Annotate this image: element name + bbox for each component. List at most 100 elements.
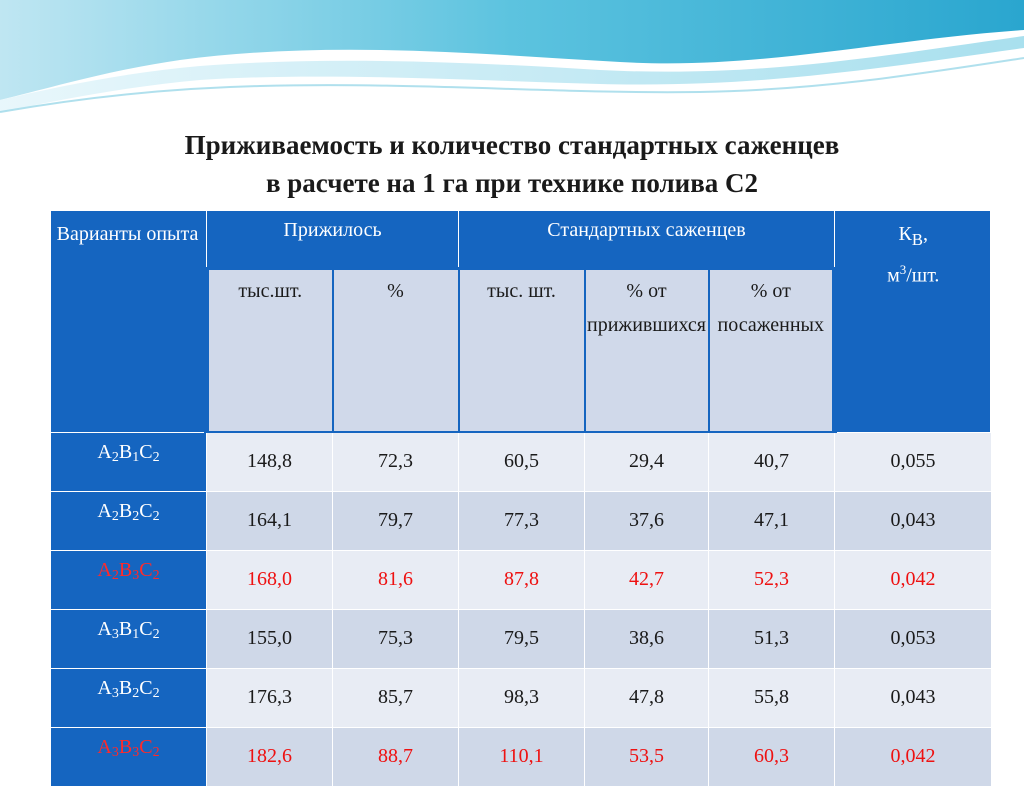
table-row: А3В2С2 176,3 85,7 98,3 47,8 55,8 0,043 <box>50 667 993 728</box>
table-cell: 168,0 <box>206 549 333 610</box>
subheader-standard-pct-survived: % от прижившихся <box>583 267 710 433</box>
slide-title-line1: Приживаемость и количество стандартных с… <box>184 130 840 160</box>
subheader-standard-pct-planted: % от посаженных <box>707 267 838 433</box>
table-header-row: Варианты опыта Прижилось Стандартных саж… <box>50 210 994 433</box>
table-cell: 42,7 <box>584 549 709 610</box>
table-row: А2В3С2 168,0 81,6 87,8 42,7 52,3 0,042 <box>50 549 993 610</box>
subheader-standard-thousand: тыс. шт. <box>457 267 586 433</box>
table-cell: 0,042 <box>834 726 993 787</box>
header-kv-label: К <box>898 223 912 245</box>
variant-index: 2 <box>132 685 140 701</box>
row-variant-label: А3В3С2 <box>50 726 207 787</box>
row-variant-label: А3В2С2 <box>50 667 207 728</box>
variant-letter: В <box>118 676 133 699</box>
decorative-wave-banner <box>0 0 1024 113</box>
table-cell: 37,6 <box>584 490 709 551</box>
variant-index: 2 <box>152 685 160 701</box>
variant-letter: В <box>118 735 133 758</box>
subheader-survived-thousand: тыс.шт. <box>204 267 334 433</box>
table-cell: 0,055 <box>834 431 993 492</box>
table-cell: 0,043 <box>834 490 993 551</box>
header-kv-units-tail: /шт. <box>906 264 940 287</box>
variant-index: 3 <box>111 685 119 701</box>
header-kv-sub: В <box>911 230 923 249</box>
table-cell: 72,3 <box>332 431 459 492</box>
row-variant-label: А2В3С2 <box>50 549 207 610</box>
variant-index: 2 <box>152 508 160 524</box>
table-row: А2В1С2 148,8 72,3 60,5 29,4 40,7 0,055 <box>50 431 993 492</box>
table-cell: 60,3 <box>707 726 836 787</box>
variant-letter: В <box>118 558 133 581</box>
table-cell: 53,5 <box>584 726 709 787</box>
table-cell: 98,3 <box>458 667 585 728</box>
variant-index: 3 <box>111 626 119 642</box>
header-kv-units-sup: 3 <box>899 262 907 277</box>
variant-index: 2 <box>111 508 119 524</box>
slide-title-line2: в расчете на 1 га при технике полива С2 <box>265 168 759 198</box>
table-cell: 0,042 <box>834 549 993 610</box>
row-variant-label: А2В1С2 <box>50 431 207 492</box>
table-cell: 110,1 <box>458 726 585 787</box>
table-cell: 79,5 <box>458 608 585 669</box>
table-cell: 60,5 <box>458 431 585 492</box>
variant-index: 2 <box>152 567 160 583</box>
table-cell: 148,8 <box>206 431 333 492</box>
table-cell: 87,8 <box>458 549 585 610</box>
variant-letter: В <box>118 440 133 463</box>
table-cell: 176,3 <box>206 667 333 728</box>
table-cell: 182,6 <box>206 726 333 787</box>
table-cell: 40,7 <box>707 431 836 492</box>
header-standard: Стандартных саженцев <box>457 210 836 269</box>
variant-index: 2 <box>132 508 140 524</box>
table-cell: 51,3 <box>707 608 836 669</box>
variant-index: 2 <box>152 744 160 760</box>
variant-letter: С <box>139 558 153 581</box>
table-row: А2В2С2 164,1 79,7 77,3 37,6 47,1 0,043 <box>50 490 993 551</box>
slide-title: Приживаемость и количество стандартных с… <box>0 126 1024 202</box>
variant-index: 3 <box>111 744 119 760</box>
row-variant-label: А2В2С2 <box>50 490 207 551</box>
variant-letter: С <box>139 676 153 699</box>
variant-letter: А <box>97 558 112 581</box>
header-kv-units: м <box>887 264 900 287</box>
table-cell: 77,3 <box>458 490 585 551</box>
variant-index: 1 <box>132 626 140 642</box>
table-cell: 81,6 <box>332 549 459 610</box>
table-cell: 85,7 <box>332 667 459 728</box>
variant-letter: А <box>97 499 112 522</box>
variant-index: 1 <box>132 449 140 465</box>
header-kv: КВ, м3/шт. <box>834 210 994 433</box>
variant-letter: С <box>139 735 153 758</box>
table-cell: 55,8 <box>707 667 836 728</box>
table-cell: 29,4 <box>584 431 709 492</box>
variant-letter: С <box>139 617 153 640</box>
variant-index: 2 <box>111 449 119 465</box>
table-cell: 88,7 <box>332 726 459 787</box>
table-cell: 0,053 <box>834 608 993 669</box>
table-subheader-row: тыс.шт. % тыс. шт. % от прижившихся % от… <box>51 267 992 433</box>
variant-letter: А <box>97 735 112 758</box>
table-cell: 38,6 <box>584 608 709 669</box>
table-row: А3В1С2 155,0 75,3 79,5 38,6 51,3 0,053 <box>50 608 993 669</box>
variant-index: 2 <box>152 449 160 465</box>
header-survived: Прижилось <box>206 210 459 269</box>
subheader-survived-percent: % <box>331 267 460 433</box>
table-cell: 52,3 <box>707 549 836 610</box>
variant-letter: В <box>118 617 133 640</box>
table-cell: 47,8 <box>584 667 709 728</box>
table-cell: 47,1 <box>707 490 836 551</box>
variant-index: 3 <box>132 744 140 760</box>
table-cell: 164,1 <box>206 490 333 551</box>
variant-index: 2 <box>111 567 119 583</box>
variant-letter: С <box>139 499 153 522</box>
table-cell: 0,043 <box>834 667 993 728</box>
header-variants: Варианты опыта <box>50 210 207 433</box>
table-cell: 155,0 <box>206 608 333 669</box>
variant-index: 3 <box>132 567 140 583</box>
variant-index: 2 <box>152 626 160 642</box>
table-cell: 79,7 <box>332 490 459 551</box>
table-body: А2В1С2 148,8 72,3 60,5 29,4 40,7 0,055 А2В2С2 16… <box>50 431 993 787</box>
row-variant-label: А3В1С2 <box>50 608 207 669</box>
variant-letter: С <box>139 440 153 463</box>
variant-letter: В <box>118 499 133 522</box>
